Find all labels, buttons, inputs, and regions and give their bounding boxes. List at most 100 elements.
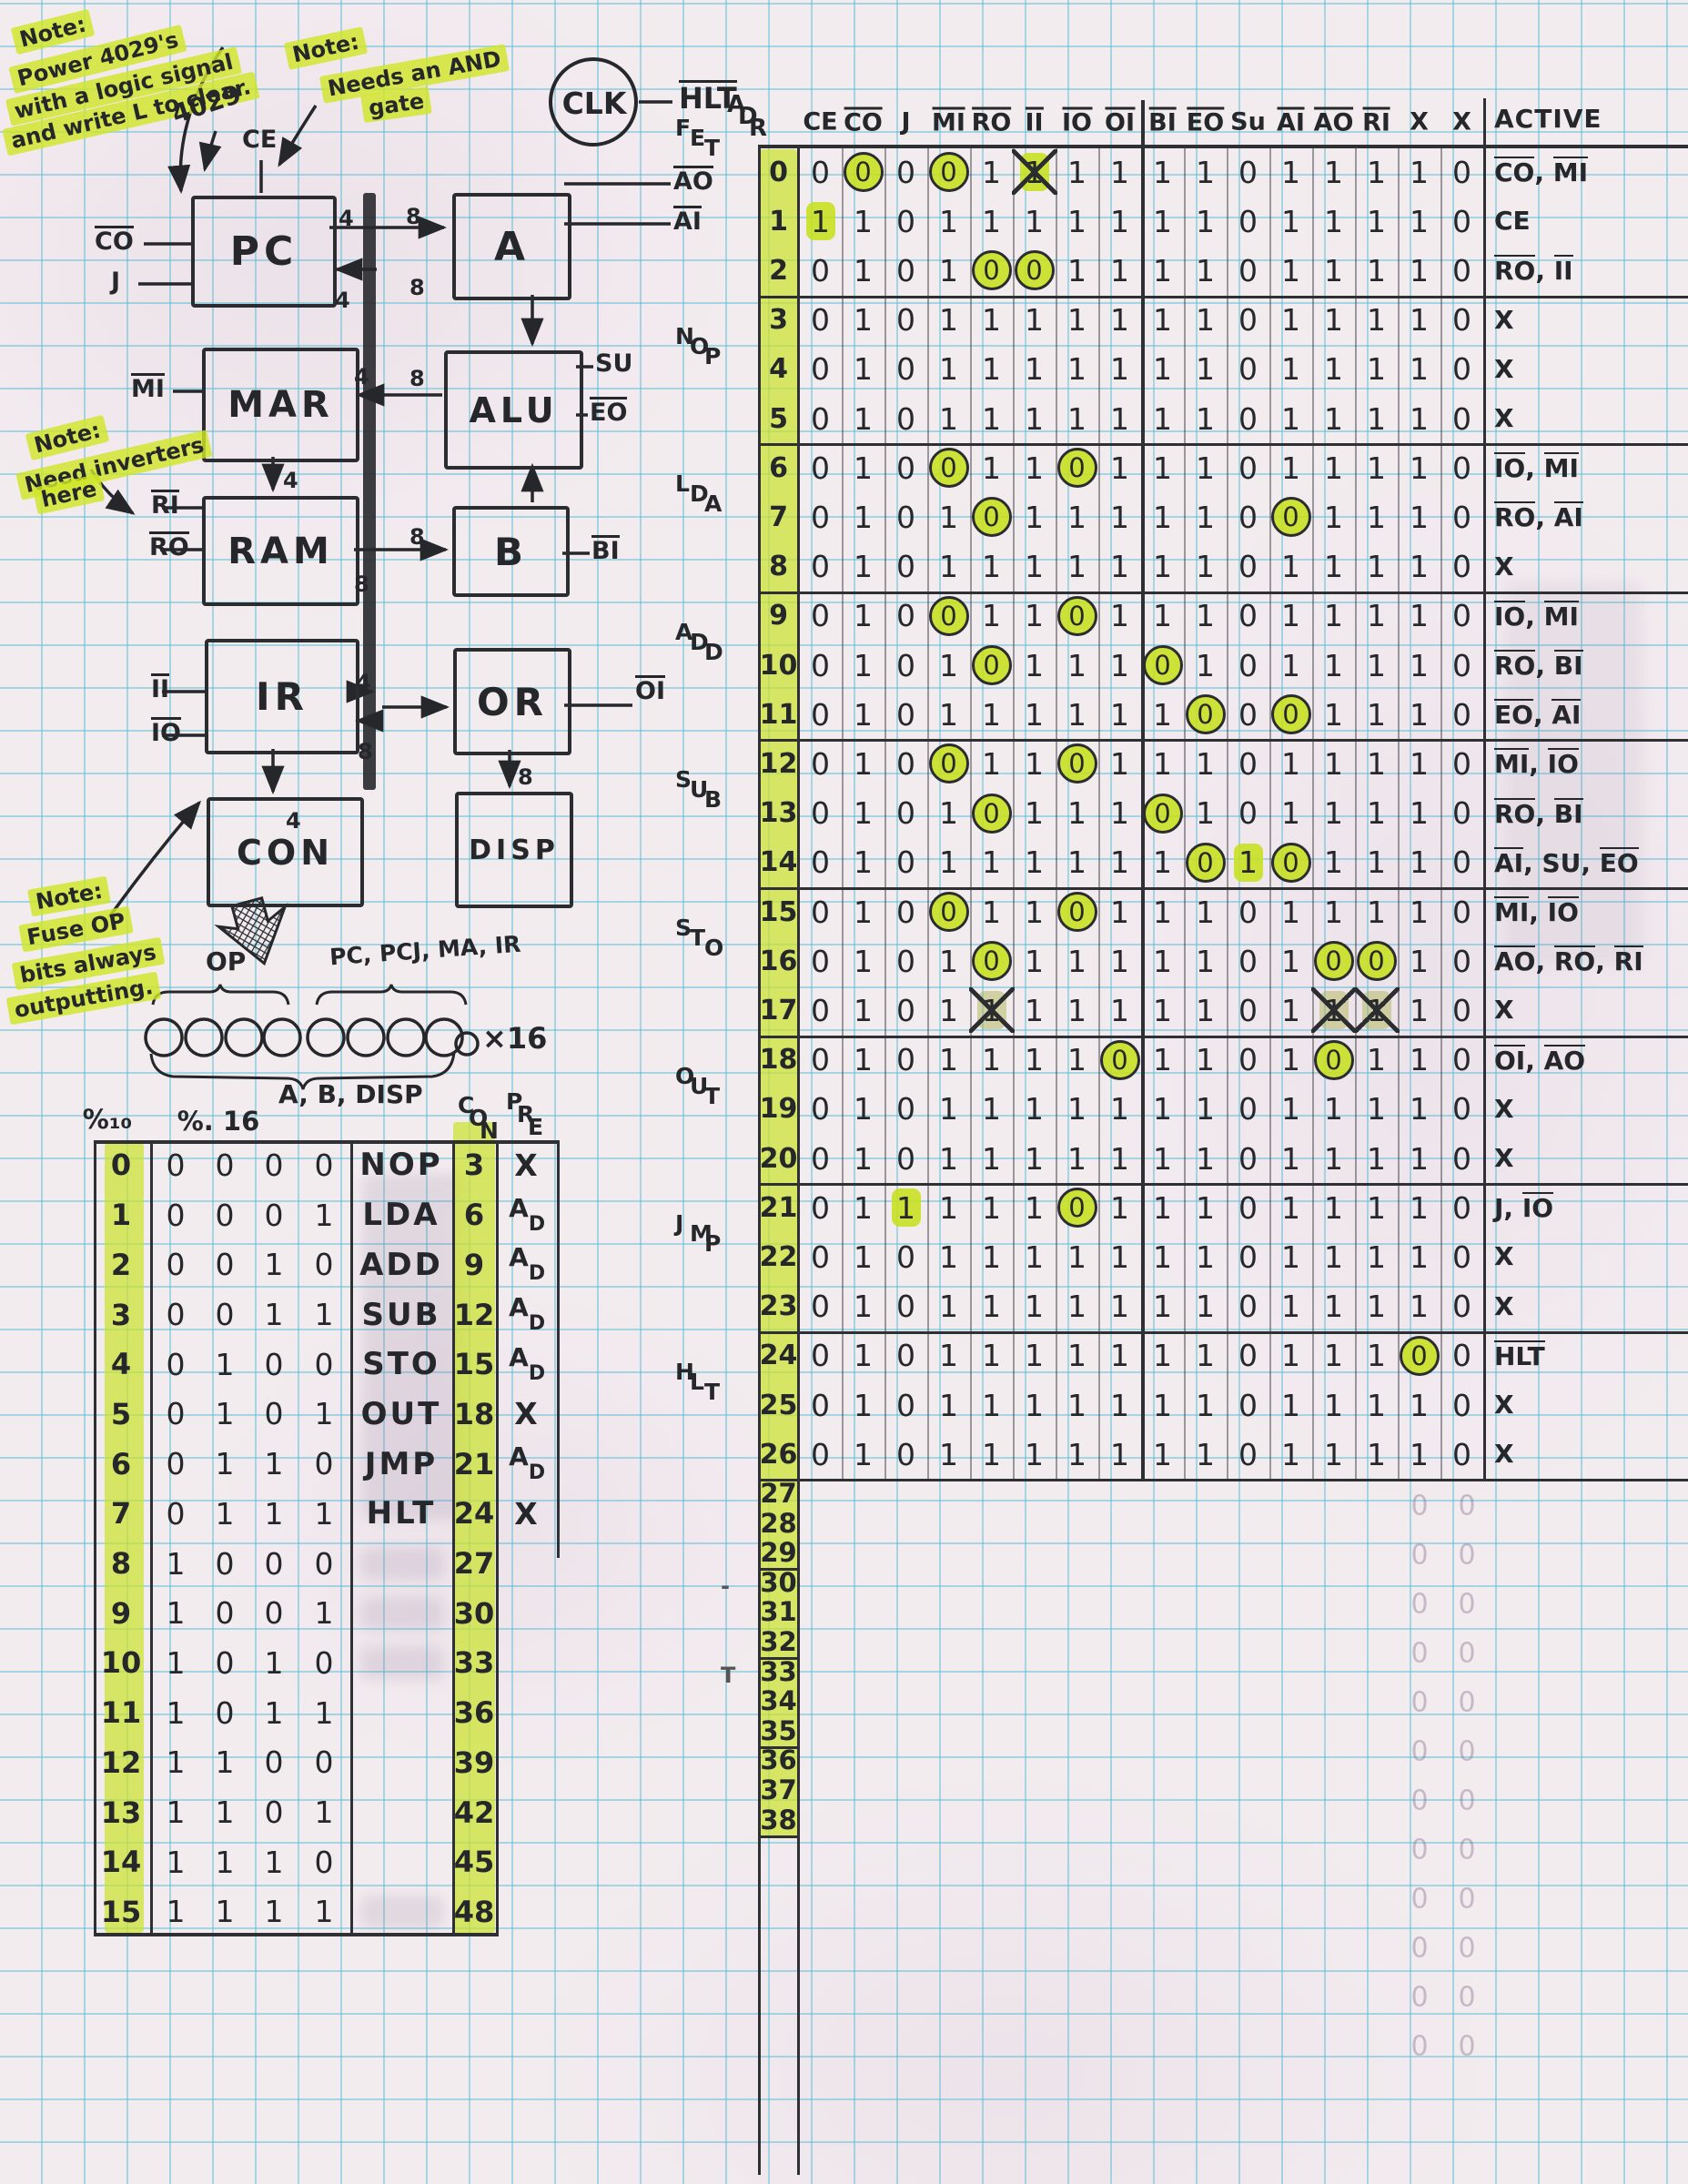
mc-cell: 0 xyxy=(1238,302,1258,339)
opcode-bit: 0 xyxy=(215,1197,235,1233)
mc-cell: 1 xyxy=(1367,1387,1386,1423)
opcode-dec: 11 xyxy=(100,1695,142,1731)
mc-cell: 1 xyxy=(1025,400,1044,437)
mc-active: CO, MI xyxy=(1494,157,1589,187)
opcode-hex-header: %. 16 xyxy=(177,1106,260,1137)
mc-cell: 0 xyxy=(811,400,830,437)
opcode-bit: 1 xyxy=(264,1844,284,1880)
block-a: A xyxy=(452,193,571,300)
mc-vline-thin xyxy=(970,147,972,1479)
mc-adr: 33 xyxy=(760,1655,797,1687)
mc-vline-thin xyxy=(1184,147,1186,1479)
mc-group-label-add: A xyxy=(675,618,693,645)
signal-header-co1: CO xyxy=(844,106,883,137)
mc-cell: 1 xyxy=(1410,252,1429,288)
mc-cell: 1 xyxy=(1410,1436,1429,1472)
mc-cell: 0 xyxy=(896,302,915,339)
mc-cell: 0 xyxy=(811,1338,830,1374)
eraser-smudge xyxy=(1506,582,1643,965)
mc-adr: 35 xyxy=(760,1714,797,1746)
opcode-bit: 1 xyxy=(314,1694,334,1731)
pin-ce: CE xyxy=(242,126,278,154)
mc-cell: 1 xyxy=(1367,598,1386,634)
mc-cell: 1 xyxy=(854,1387,873,1423)
mc-cell: 1 xyxy=(1196,499,1215,535)
block-alu: ALU xyxy=(444,350,583,470)
mc-cell: 1 xyxy=(1025,1042,1044,1078)
mc-cell: 1 xyxy=(1110,647,1129,683)
mc-cell: 1 xyxy=(1025,450,1044,486)
opcode-bit: 0 xyxy=(264,1396,284,1432)
mc-group-label-nop: O xyxy=(690,332,710,359)
mc-cell: 1 xyxy=(1025,1289,1044,1325)
mc-cell: 0 xyxy=(1452,795,1471,832)
opcode-con: 39 xyxy=(453,1744,495,1780)
mc-cell: 1 xyxy=(1025,1338,1044,1374)
mc-ghost-zero: 0 xyxy=(1458,1981,1476,2014)
mc-cell: 1 xyxy=(1410,1189,1429,1226)
opcode-pre-header: R xyxy=(517,1101,535,1127)
mc-cell: 0 xyxy=(1452,598,1471,634)
mc-cell: 1 xyxy=(939,647,958,683)
opcode-bit: 0 xyxy=(215,1595,235,1632)
mc-cell: 1 xyxy=(1324,1338,1343,1374)
mc-cell: 1 xyxy=(1410,992,1429,1028)
bus-width-label: 8 xyxy=(409,524,425,550)
mc-cell: 1 xyxy=(1153,696,1172,733)
mc-cell: 1 xyxy=(1153,351,1172,388)
opcode-con-header: N xyxy=(480,1117,499,1144)
mc-cell: 1 xyxy=(1367,844,1386,881)
mc-vline-thin xyxy=(1398,147,1400,1479)
mc-ghost-zero: 0 xyxy=(1458,1883,1476,1916)
mc-group-line xyxy=(758,739,1688,742)
mc-cell: 1 xyxy=(939,499,958,535)
signal-header-x14: X xyxy=(1410,107,1429,136)
mc-cell: 1 xyxy=(1324,400,1343,437)
signal-header-eo9: EO xyxy=(1186,106,1225,137)
mc-adr: 37 xyxy=(760,1774,797,1805)
mc-cell: 1 xyxy=(1367,647,1386,683)
opcode-pre: D xyxy=(528,1212,546,1236)
mc-active: IO, MI xyxy=(1494,600,1579,632)
mc-cell: 1 xyxy=(854,302,873,339)
mc-group-label-fet: E xyxy=(690,125,706,151)
mc-cell: 1 xyxy=(1153,598,1172,634)
mc-cell: 1 xyxy=(1110,154,1129,190)
mc-cell: 0 xyxy=(896,1042,915,1078)
block-ram: RAM xyxy=(202,496,359,606)
opcode-bit: 1 xyxy=(314,1894,334,1930)
mc-cell: 1 xyxy=(854,252,873,288)
mc-cell: 0 xyxy=(1238,154,1258,190)
mc-cell: 1 xyxy=(854,203,873,239)
mc-cell: 1 xyxy=(1281,1338,1300,1374)
mc-adr: 7 xyxy=(769,500,788,533)
mc-group-label-jmp: J xyxy=(675,1210,684,1238)
mc-cell: 1 xyxy=(1110,1387,1129,1423)
mc-cell: 1 xyxy=(1025,1387,1044,1423)
mc-cell: 0 xyxy=(1452,154,1471,190)
mc-cell: 1 xyxy=(854,745,873,782)
mc-cell: 1 xyxy=(1067,696,1087,733)
mc-cell: 1 xyxy=(1196,1091,1215,1127)
mc-cell: 0 xyxy=(1452,894,1471,930)
mc-cell: 0 xyxy=(896,894,915,930)
mc-cell: 1 xyxy=(982,894,1001,930)
mc-cell: 1 xyxy=(939,203,958,239)
mc-cell: 1 xyxy=(854,450,873,486)
mc-ghost-zero: 0 xyxy=(1410,1539,1429,1572)
mc-adr: 21 xyxy=(759,1191,798,1224)
mc-adr: 28 xyxy=(760,1507,797,1539)
pin-ii: II xyxy=(151,673,170,703)
mc-cell: 1 xyxy=(1153,302,1172,339)
mc-cell: 1 xyxy=(1110,203,1129,239)
opcode-bit: 1 xyxy=(166,1894,186,1930)
opcode-dec: 1 xyxy=(110,1198,132,1233)
mc-cell: 1 xyxy=(1025,795,1044,832)
mc-cell: 1 xyxy=(1067,154,1087,190)
mc-cell: 1 xyxy=(1110,1239,1129,1275)
mc-cell: 1 xyxy=(1110,844,1129,881)
mc-cell: 1 xyxy=(1110,549,1129,585)
opcode-bit: 1 xyxy=(314,1297,334,1332)
signal-header-oi7: OI xyxy=(1105,106,1135,137)
